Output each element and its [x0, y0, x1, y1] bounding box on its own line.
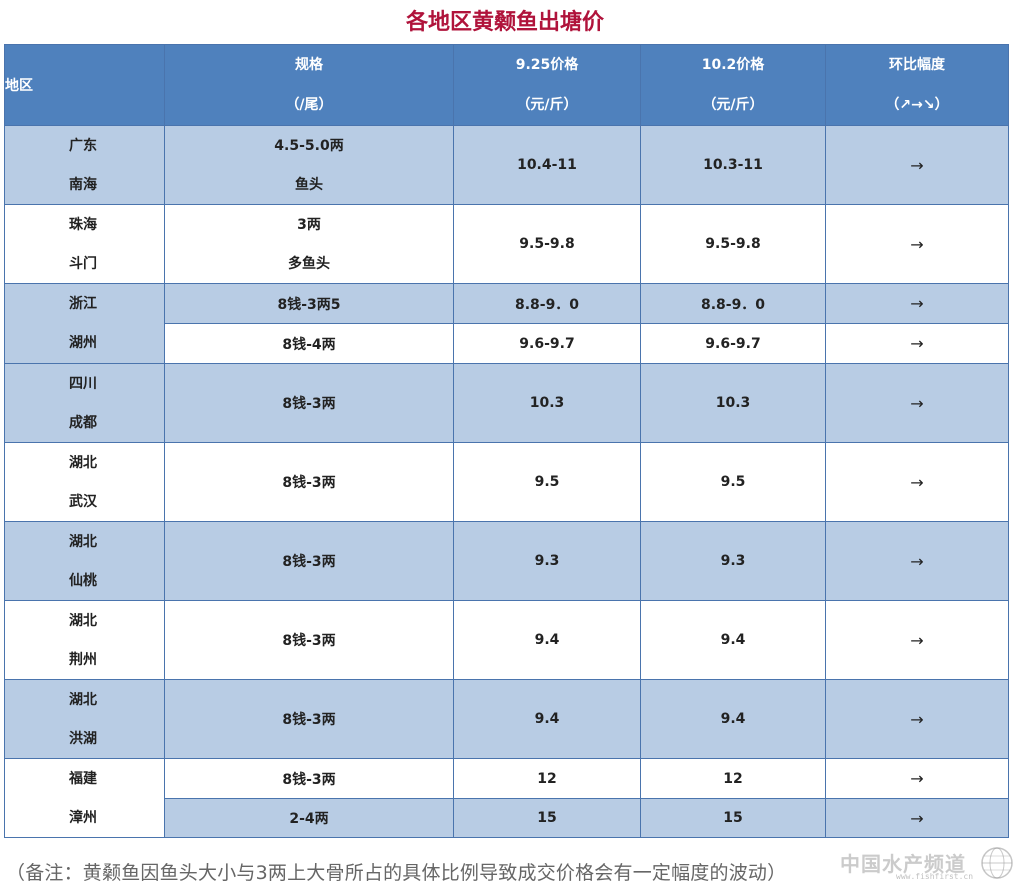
region-cell: 福建 漳州	[4, 758, 165, 838]
table-row: 四川 成都 8钱-3两 10.3 10.3 →	[4, 363, 1009, 443]
price-925-cell: 9.6-9.7	[453, 323, 641, 364]
header-change: 环比幅度 （↗→↘）	[825, 44, 1009, 126]
table-row: 珠海 斗门 3两 多鱼头 9.5-9.8 9.5-9.8 →	[4, 204, 1009, 284]
price-925-cell: 12	[453, 758, 641, 799]
price-102-cell: 9.5	[640, 442, 826, 522]
change-cell: →	[825, 363, 1009, 443]
price-925-cell: 8.8-9．0	[453, 283, 641, 324]
price-102-cell: 12	[640, 758, 826, 799]
spec-cell: 8钱-3两	[164, 679, 454, 759]
globe-icon	[981, 847, 1013, 879]
region-cell: 浙江 湖州	[4, 283, 165, 364]
price-925-cell: 9.3	[453, 521, 641, 601]
price-102-cell: 15	[640, 798, 826, 838]
table-row: 湖北 武汉 8钱-3两 9.5 9.5 →	[4, 442, 1009, 522]
spec-cell: 8钱-3两	[164, 442, 454, 522]
spec-cell: 8钱-3两	[164, 600, 454, 680]
price-102-cell: 10.3-11	[640, 125, 826, 205]
spec-cell: 8钱-4两	[164, 323, 454, 364]
change-cell: →	[825, 679, 1009, 759]
price-102-cell: 9.3	[640, 521, 826, 601]
spec-cell: 8钱-3两	[164, 363, 454, 443]
footnote: （备注：黄颡鱼因鱼头大小与3两上大骨所占的具体比例导致成交价格会有一定幅度的波动…	[6, 862, 787, 884]
spec-cell: 4.5-5.0两 鱼头	[164, 125, 454, 205]
price-102-cell: 9.4	[640, 679, 826, 759]
change-cell: →	[825, 758, 1009, 799]
header-price-102: 10.2价格 （元/斤）	[640, 44, 826, 126]
price-925-cell: 10.3	[453, 363, 641, 443]
spec-cell: 8钱-3两5	[164, 283, 454, 324]
table-row: 湖北 洪湖 8钱-3两 9.4 9.4 →	[4, 679, 1009, 759]
table-row: 2-4两 15 15 →	[4, 798, 1009, 838]
region-cell: 广东 南海	[4, 125, 165, 205]
spec-cell: 2-4两	[164, 798, 454, 838]
price-102-cell: 9.4	[640, 600, 826, 680]
price-925-cell: 9.4	[453, 679, 641, 759]
price-925-cell: 9.5	[453, 442, 641, 522]
region-cell: 湖北 武汉	[4, 442, 165, 522]
change-cell: →	[825, 442, 1009, 522]
table-row: 浙江 湖州 8钱-3两5 8.8-9．0 8.8-9．0 →	[4, 283, 1009, 364]
table-row: 8钱-4两 9.6-9.7 9.6-9.7 →	[4, 323, 1009, 364]
change-cell: →	[825, 204, 1009, 284]
table-row: 湖北 荆州 8钱-3两 9.4 9.4 →	[4, 600, 1009, 680]
price-102-cell: 8.8-9．0	[640, 283, 826, 324]
price-925-cell: 9.5-9.8	[453, 204, 641, 284]
change-cell: →	[825, 600, 1009, 680]
price-table: 地区 规格 （/尾） 9.25价格 （元/斤） 10.2价格 （元/斤） 环比幅度 （↗…	[4, 44, 1009, 838]
watermark: 中国水产频道 www.fishfirst.cn	[840, 846, 1016, 886]
spec-cell: 8钱-3两	[164, 758, 454, 799]
header-region: 地区	[4, 44, 165, 126]
change-cell: →	[825, 521, 1009, 601]
change-cell: →	[825, 125, 1009, 205]
region-cell: 四川 成都	[4, 363, 165, 443]
price-102-cell: 9.6-9.7	[640, 323, 826, 364]
header-price-925: 9.25价格 （元/斤）	[453, 44, 641, 126]
region-cell: 湖北 仙桃	[4, 521, 165, 601]
header-row: 地区 规格 （/尾） 9.25价格 （元/斤） 10.2价格 （元/斤） 环比幅度 （↗…	[4, 44, 1009, 126]
price-102-cell: 9.5-9.8	[640, 204, 826, 284]
change-cell: →	[825, 798, 1009, 838]
table-row: 湖北 仙桃 8钱-3两 9.3 9.3 →	[4, 521, 1009, 601]
price-925-cell: 10.4-11	[453, 125, 641, 205]
price-925-cell: 15	[453, 798, 641, 838]
table-row: 福建 漳州 8钱-3两 12 12 →	[4, 758, 1009, 838]
region-cell: 珠海 斗门	[4, 204, 165, 284]
change-cell: →	[825, 283, 1009, 324]
region-cell: 湖北 荆州	[4, 600, 165, 680]
price-102-cell: 10.3	[640, 363, 826, 443]
change-cell: →	[825, 323, 1009, 364]
spec-cell: 3两 多鱼头	[164, 204, 454, 284]
price-925-cell: 9.4	[453, 600, 641, 680]
spec-cell: 8钱-3两	[164, 521, 454, 601]
header-spec: 规格 （/尾）	[164, 44, 454, 126]
page-title: 各地区黄颡鱼出塘价	[405, 10, 604, 35]
edge-divider	[1008, 44, 1009, 60]
watermark-text: 中国水产频道	[840, 852, 966, 876]
table-row: 广东 南海 4.5-5.0两 鱼头 10.4-11 10.3-11 →	[4, 125, 1009, 205]
region-cell: 湖北 洪湖	[4, 679, 165, 759]
watermark-url: www.fishfirst.cn	[896, 872, 974, 881]
